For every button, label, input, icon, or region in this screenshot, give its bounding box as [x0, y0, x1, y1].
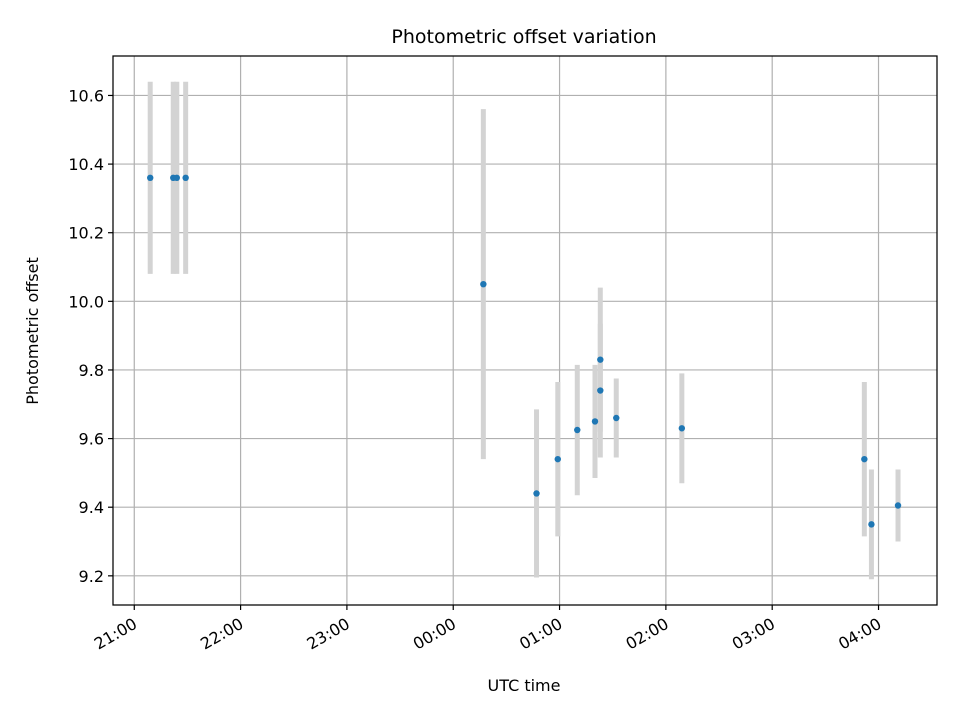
x-tick-label: 03:00	[729, 614, 778, 654]
x-tick-label: 00:00	[410, 614, 459, 654]
data-point	[480, 280, 487, 288]
data-point	[147, 174, 154, 182]
y-tick-label: 10.0	[68, 292, 104, 311]
y-tick-label: 9.6	[79, 430, 104, 449]
y-tick-label: 10.4	[68, 155, 104, 174]
data-point	[554, 455, 561, 463]
data-point	[173, 174, 180, 182]
y-axis-label: Photometric offset	[23, 257, 42, 405]
data-point	[597, 356, 604, 363]
data-point	[861, 455, 868, 463]
y-tick-label: 9.8	[79, 361, 104, 380]
y-tick-label: 10.2	[68, 224, 104, 243]
y-axis-ticks: 9.2 9.4 9.6 9.8 10.0 10.2 10.4 10.6	[68, 86, 113, 586]
data-point	[678, 425, 686, 432]
y-tick-label: 10.6	[68, 86, 104, 105]
data-point	[613, 414, 620, 422]
data-point	[868, 521, 875, 528]
x-tick-label: 04:00	[835, 614, 884, 654]
x-axis-ticks: 21:00 22:00 23:00 00:00 01:00 02:00 03:00 04:00	[91, 605, 885, 654]
data-points	[147, 174, 902, 528]
data-point	[597, 387, 604, 394]
x-tick-label: 22:00	[197, 614, 246, 654]
data-point	[591, 418, 599, 425]
plot-frame	[112, 55, 938, 606]
data-point	[574, 426, 581, 434]
y-tick-label: 9.4	[79, 498, 104, 517]
x-axis-label: UTC time	[488, 676, 561, 695]
chart-title: Photometric offset variation	[391, 26, 656, 48]
data-point	[182, 174, 189, 182]
x-tick-label: 23:00	[303, 614, 352, 654]
errorbars	[147, 81, 901, 580]
x-tick-label: 21:00	[91, 614, 140, 654]
x-tick-label: 02:00	[622, 614, 671, 654]
x-tick-label: 01:00	[516, 614, 565, 654]
data-point	[894, 502, 902, 509]
y-tick-label: 9.2	[79, 567, 104, 586]
grid	[113, 56, 937, 605]
data-point	[533, 490, 540, 497]
